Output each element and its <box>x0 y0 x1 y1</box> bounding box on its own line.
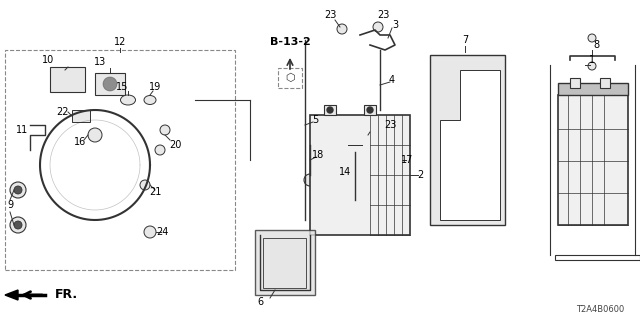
Bar <box>278 68 302 88</box>
Bar <box>555 255 640 260</box>
Text: 11: 11 <box>16 125 28 135</box>
Bar <box>263 238 306 288</box>
Text: 18: 18 <box>312 150 324 160</box>
Circle shape <box>327 107 333 113</box>
Circle shape <box>588 62 596 70</box>
Bar <box>600 78 610 88</box>
Ellipse shape <box>144 95 156 105</box>
Text: 23: 23 <box>377 10 389 20</box>
Text: 4: 4 <box>389 75 395 85</box>
Text: 5: 5 <box>312 115 318 125</box>
Text: 10: 10 <box>42 55 54 65</box>
Bar <box>72 110 90 122</box>
Bar <box>430 55 505 225</box>
Text: 8: 8 <box>593 40 599 50</box>
Bar <box>255 230 315 295</box>
Text: 23: 23 <box>324 10 336 20</box>
Circle shape <box>367 107 373 113</box>
Text: 22: 22 <box>56 107 68 117</box>
Text: 3: 3 <box>392 20 398 30</box>
Bar <box>558 95 628 225</box>
Circle shape <box>588 34 596 42</box>
Circle shape <box>160 125 170 135</box>
Text: ⬡: ⬡ <box>285 73 295 83</box>
Circle shape <box>304 174 316 186</box>
Circle shape <box>337 24 347 34</box>
Bar <box>364 105 376 115</box>
Text: 19: 19 <box>149 82 161 92</box>
Text: T2A4B0600: T2A4B0600 <box>576 306 624 315</box>
Text: 23: 23 <box>384 120 396 130</box>
Text: 16: 16 <box>74 137 86 147</box>
Circle shape <box>10 217 26 233</box>
Bar <box>390 130 402 190</box>
Text: 13: 13 <box>94 57 106 67</box>
Bar <box>558 83 628 95</box>
Circle shape <box>88 128 102 142</box>
Text: 6: 6 <box>257 297 263 307</box>
Text: B-13-2: B-13-2 <box>269 37 310 47</box>
Polygon shape <box>440 70 500 220</box>
Text: 24: 24 <box>156 227 168 237</box>
Bar <box>324 105 336 115</box>
Circle shape <box>370 122 380 132</box>
Circle shape <box>103 77 117 91</box>
Bar <box>570 78 580 88</box>
Circle shape <box>373 22 383 32</box>
Text: 2: 2 <box>417 170 423 180</box>
Text: 21: 21 <box>149 187 161 197</box>
Text: 1: 1 <box>589 55 595 65</box>
Text: 7: 7 <box>462 35 468 45</box>
Text: FR.: FR. <box>55 289 78 301</box>
Text: 15: 15 <box>116 82 128 92</box>
Polygon shape <box>5 290 18 300</box>
Text: 20: 20 <box>169 140 181 150</box>
Text: 14: 14 <box>339 167 351 177</box>
Bar <box>50 67 85 92</box>
Circle shape <box>155 145 165 155</box>
Bar <box>95 73 125 95</box>
Circle shape <box>140 180 150 190</box>
Circle shape <box>144 226 156 238</box>
Text: 9: 9 <box>7 200 13 210</box>
Bar <box>310 115 410 235</box>
Circle shape <box>14 186 22 194</box>
Text: 17: 17 <box>401 155 413 165</box>
Circle shape <box>10 182 26 198</box>
Bar <box>5 50 235 270</box>
Ellipse shape <box>120 95 136 105</box>
Circle shape <box>14 221 22 229</box>
Text: 12: 12 <box>114 37 126 47</box>
